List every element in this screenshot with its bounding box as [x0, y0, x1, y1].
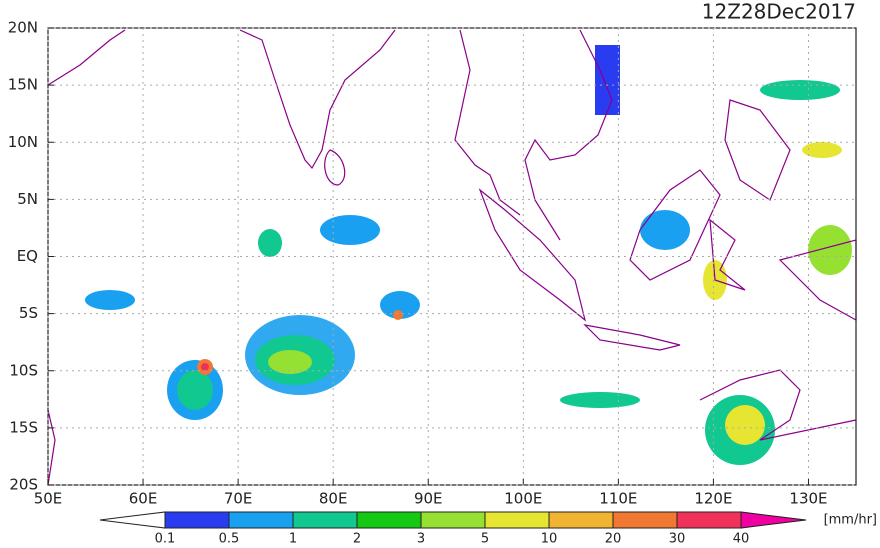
lat-tick-label: 10S [9, 361, 38, 379]
colorbar-label: 0.1 [155, 532, 176, 545]
lon-tick-label: 50E [34, 490, 63, 508]
lon-tick-label: 100E [504, 490, 542, 508]
lat-tick-label: 5N [17, 190, 38, 208]
lat-tick-label: 15S [9, 418, 38, 436]
colorbar-unit: [mm/hr] [824, 513, 877, 528]
lon-tick-label: 80E [319, 490, 348, 508]
colorbar-box [484, 511, 550, 529]
lon-tick-label: 70E [224, 490, 253, 508]
colorbar-box [356, 511, 422, 529]
colorbar-box [676, 511, 742, 529]
colorbar-label: 5 [481, 532, 489, 545]
lon-tick-label: 60E [129, 490, 158, 508]
colorbar-label: 3 [417, 532, 425, 545]
lon-tick-label: 120E [694, 490, 732, 508]
coastlines [47, 29, 857, 486]
colorbar-label: 40 [733, 532, 750, 545]
colorbar-label: 10 [541, 532, 558, 545]
colorbar-label: 30 [669, 532, 686, 545]
lon-tick-label: 110E [599, 490, 637, 508]
colorbar-box [612, 511, 678, 529]
colorbar-label: 2 [353, 532, 361, 545]
lon-tick-label: 90E [414, 490, 443, 508]
colorbar-label: 20 [605, 532, 622, 545]
colorbar-box [420, 511, 486, 529]
lat-tick-label: EQ [17, 247, 38, 265]
colorbar-box [292, 511, 358, 529]
colorbar-low [99, 511, 166, 529]
lat-tick-label: 5S [19, 304, 38, 322]
lat-tick-label: 10N [8, 133, 38, 151]
title: 12Z28Dec2017 [702, 0, 856, 24]
precip-field [85, 45, 852, 465]
colorbar-label: 0.5 [219, 532, 240, 545]
colorbar-label: 1 [289, 532, 297, 545]
colorbar-box [548, 511, 614, 529]
lat-tick-label: 20N [8, 19, 38, 37]
colorbar-box [228, 511, 294, 529]
colorbar-box [164, 511, 230, 529]
lon-tick-label: 130E [789, 490, 827, 508]
colorbar-high [740, 511, 807, 529]
lat-tick-label: 15N [8, 76, 38, 94]
lat-tick-label: 20S [9, 476, 38, 494]
